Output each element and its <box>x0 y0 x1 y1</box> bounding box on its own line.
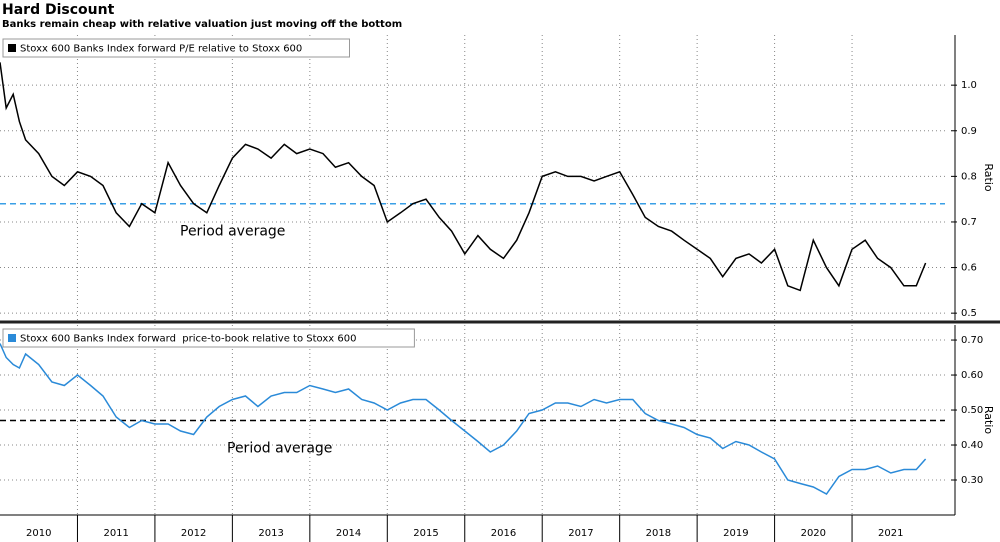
chart-title: Hard Discount <box>2 2 115 18</box>
y-tick-label: 0.9 <box>961 126 977 137</box>
y-tick-label: 0.40 <box>961 440 983 451</box>
x-tick-label: 2017 <box>568 528 593 539</box>
data-line <box>0 343 927 495</box>
y-tick-label: 0.50 <box>961 405 983 416</box>
chart-subtitle: Banks remain cheap with relative valuati… <box>2 19 402 30</box>
x-tick-label: 2019 <box>723 528 748 539</box>
x-tick-label: 2010 <box>26 528 51 539</box>
legend-label: Stoxx 600 Banks Index forward price-to-b… <box>20 334 356 345</box>
legend-box <box>2 38 350 58</box>
x-tick-label: 2013 <box>258 528 283 539</box>
legend-label: Stoxx 600 Banks Index forward P/E relati… <box>20 44 302 55</box>
y-tick-label: 0.5 <box>961 308 977 319</box>
legend-swatch <box>8 334 16 342</box>
period-average-label: Period average <box>180 224 285 240</box>
y-axis-label: Ratio <box>982 406 995 435</box>
y-tick-label: 0.6 <box>961 263 977 274</box>
x-tick-label: 2020 <box>801 528 826 539</box>
x-tick-label: 2021 <box>878 528 903 539</box>
y-tick-label: 0.60 <box>961 370 983 381</box>
period-average-label: Period average <box>227 441 332 457</box>
y-tick-label: 0.30 <box>961 475 983 486</box>
y-tick-label: 1.0 <box>961 80 977 91</box>
x-tick-label: 2015 <box>413 528 438 539</box>
y-tick-label: 0.70 <box>961 335 983 346</box>
x-tick-label: 2012 <box>181 528 206 539</box>
legend-swatch <box>8 44 16 52</box>
x-tick-label: 2014 <box>336 528 361 539</box>
legend-box <box>2 328 415 348</box>
y-tick-label: 0.7 <box>961 217 977 228</box>
x-tick-label: 2018 <box>646 528 671 539</box>
y-tick-label: 0.8 <box>961 171 977 182</box>
x-tick-label: 2011 <box>103 528 128 539</box>
x-tick-label: 2016 <box>491 528 516 539</box>
y-axis-label: Ratio <box>982 163 995 192</box>
data-line <box>0 62 927 292</box>
